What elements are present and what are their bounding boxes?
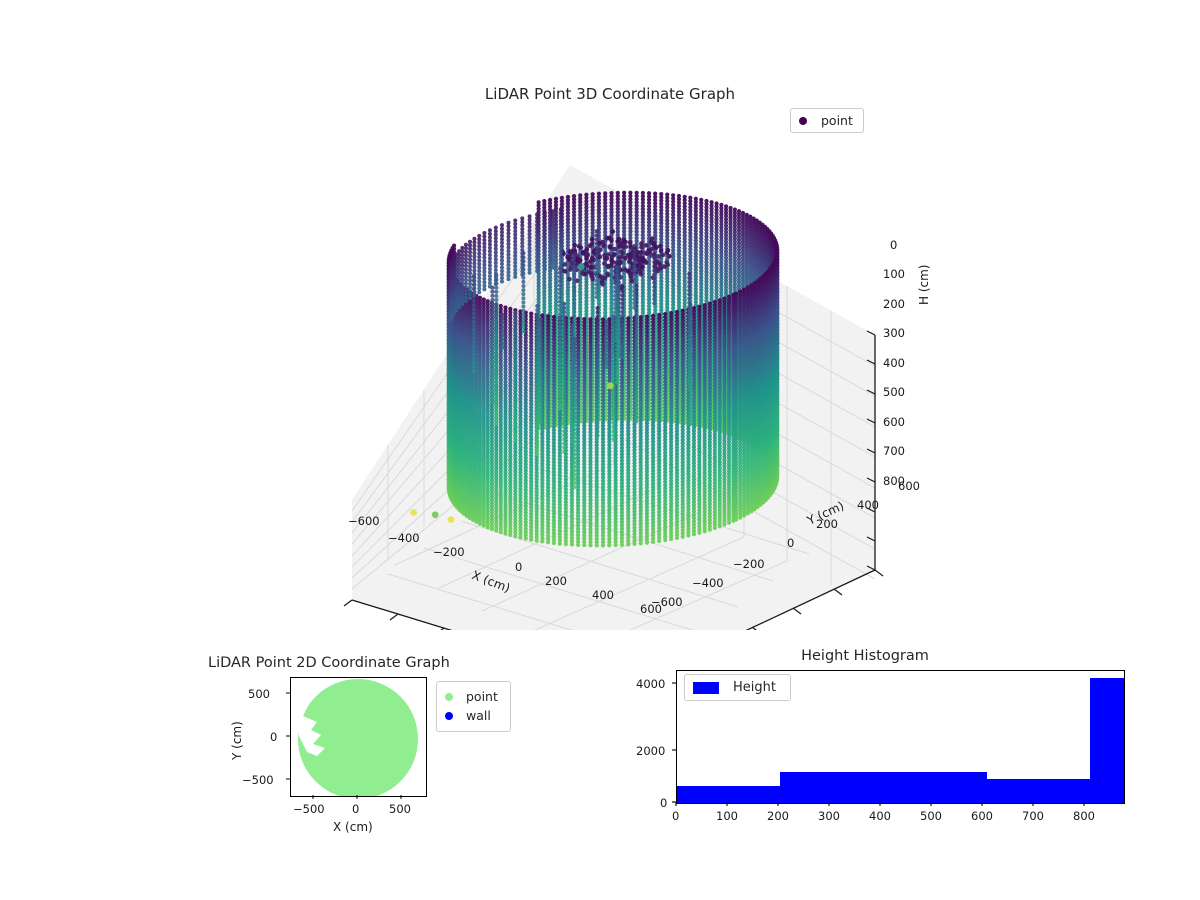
plot2d-y-tick: 0	[270, 730, 278, 744]
plot3d-legend[interactable]: point	[790, 108, 864, 133]
lidar-3d-plot: LiDAR Point 3D Coordinate Graph point	[300, 85, 931, 630]
histogram-title: Height Histogram	[801, 648, 929, 664]
plot3d-axes-panes	[343, 165, 884, 630]
h-tick-label: 200	[883, 297, 905, 311]
legend-row-wall[interactable]: wall	[445, 706, 498, 725]
histogram-x-tick: 0	[672, 809, 680, 823]
plot3d-title: LiDAR Point 3D Coordinate Graph	[484, 85, 736, 103]
legend-row-point[interactable]: point	[445, 687, 498, 706]
legend-point-label: point	[821, 113, 853, 128]
y-tick-label: −400	[692, 576, 724, 590]
plot2d-x-tick: 0	[352, 802, 360, 816]
y-tick-label: −600	[651, 595, 683, 609]
h-tick-label: 0	[890, 238, 898, 252]
h-tick-label: 400	[883, 356, 905, 370]
x-tick-label: 0	[515, 560, 523, 574]
lidar-2d-plot: LiDAR Point 2D Coordinate Graph 500 0 −5…	[208, 655, 511, 834]
point-cloud-3d	[410, 190, 780, 548]
h-tick-label: 300	[883, 326, 905, 340]
histogram-x-tick: 600	[971, 809, 993, 823]
plot2d-legend[interactable]: point wall	[436, 681, 511, 732]
legend-point-marker-icon	[799, 116, 807, 125]
histogram-x-tick: 800	[1073, 809, 1095, 823]
histogram-bar	[780, 772, 988, 803]
histogram-bar	[677, 786, 781, 803]
legend-height-label: Height	[733, 680, 776, 695]
histogram-x-tick: 300	[818, 809, 840, 823]
x-tick-label: 400	[592, 588, 614, 602]
h-tick-label: 600	[883, 415, 905, 429]
legend-point-label: point	[466, 689, 498, 704]
histogram-legend[interactable]: Height	[684, 674, 791, 701]
histogram-y-tick: 0	[660, 796, 668, 810]
x-tick-label: −200	[433, 545, 465, 559]
h-axis-label: H (cm)	[917, 264, 931, 306]
y-tick-label: 400	[857, 498, 879, 512]
histogram-bar	[1090, 677, 1124, 803]
h-tick-label: 800	[883, 474, 905, 488]
histogram-x-tick: 700	[1022, 809, 1044, 823]
x-tick-label: 600	[640, 602, 662, 616]
legend-wall-marker-icon	[445, 712, 453, 721]
plot2d-x-axis-label: X (cm)	[333, 820, 373, 834]
plot2d-y-axis-label: Y (cm)	[230, 721, 244, 760]
y-tick-label: 0	[787, 536, 795, 550]
x-tick-label: 200	[545, 574, 567, 588]
h-tick-label: 700	[883, 444, 905, 458]
plot2d-y-tick: 500	[248, 687, 270, 701]
histogram-y-tick: 2000	[636, 744, 666, 758]
x-tick-label: −600	[348, 514, 380, 528]
y-tick-label: 200	[816, 517, 838, 531]
y-tick-label: 600	[898, 479, 920, 493]
plot2d-x-tick: −500	[293, 802, 325, 816]
legend-point-marker-icon	[445, 692, 453, 701]
histogram-x-tick: 200	[767, 809, 789, 823]
histogram-bar	[987, 778, 1091, 803]
histogram-x-tick: 500	[920, 809, 942, 823]
x-tick-label: −400	[388, 531, 420, 545]
plot2d-x-tick: 500	[389, 802, 411, 816]
disc-notch	[296, 702, 325, 756]
plot2d-title: LiDAR Point 2D Coordinate Graph	[208, 655, 450, 671]
histogram-y-tick: 4000	[636, 677, 666, 691]
plot2d-y-tick: −500	[242, 773, 274, 787]
histogram-x-tick: 400	[869, 809, 891, 823]
h-tick-label: 100	[883, 267, 905, 281]
histogram-x-tick: 100	[716, 809, 738, 823]
h-tick-label: 500	[883, 385, 905, 399]
plot2d-axes	[290, 677, 427, 797]
y-tick-label: −200	[733, 557, 765, 571]
legend-height-swatch-icon	[693, 681, 719, 694]
legend-wall-label: wall	[466, 708, 491, 724]
